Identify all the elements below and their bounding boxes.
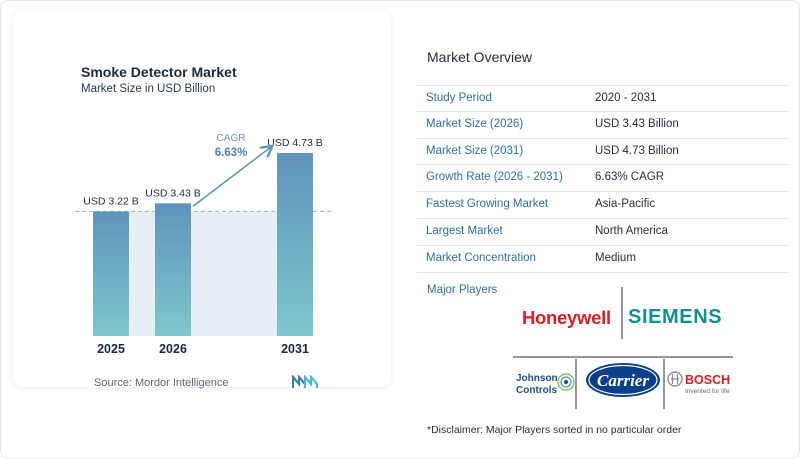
overview-row: Growth Rate (2026 - 2031) 6.63% CAGR	[417, 165, 789, 193]
chart-card: USD 3.22 B 2025 USD 3.43 B 2026 USD 4.73 B 20…	[13, 11, 391, 389]
overview-row: Market Concentration Medium	[417, 246, 789, 273]
overview-row: Study Period 2020 - 2031	[417, 85, 789, 112]
bosch-armature-icon	[667, 371, 683, 387]
category-label-2031: 2031	[281, 342, 309, 356]
overview-label: Market Size (2026)	[426, 117, 524, 130]
overview-row: Market Size (2026) USD 3.43 Billion	[417, 112, 789, 139]
bar-2031	[277, 153, 313, 336]
overview-value: 6.63% CAGR	[595, 171, 665, 184]
honeywell-logo: Honeywell	[522, 307, 611, 328]
major-players-title: Major Players	[427, 284, 498, 296]
bar-2025	[93, 211, 129, 336]
overview-table: Study Period 2020 - 2031 Market Size (20…	[417, 85, 789, 273]
overview-title: Market Overview	[427, 49, 533, 65]
chart-title: Smoke Detector Market	[81, 64, 237, 80]
source-text: Source: Mordor Intelligence	[94, 377, 229, 389]
mordor-logo-icon	[292, 375, 318, 388]
overview-value: USD 3.43 Billion	[595, 117, 679, 130]
controls-text: Controls	[516, 385, 558, 396]
disclaimer-text: *Disclaimer: Major Players sorted in no …	[427, 424, 682, 436]
overview-row: Fastest Growing Market Asia-Pacific	[417, 192, 789, 219]
cagr-label: CAGR	[217, 133, 246, 144]
cagr-value: 6.63%	[215, 147, 248, 159]
bosch-logo: BOSCH Invented for life	[667, 371, 730, 395]
overview-label: Market Concentration	[426, 251, 536, 264]
johnson-text: Johnson	[516, 373, 558, 384]
overview-label: Study Period	[426, 92, 492, 104]
johnson-swirl-icon	[557, 373, 575, 391]
overview-value: Medium	[595, 251, 636, 264]
overview-value: North America	[595, 224, 668, 237]
overview-label: Fastest Growing Market	[426, 198, 549, 211]
overview-label: Largest Market	[426, 224, 503, 237]
overview-label: Growth Rate (2026 - 2031)	[426, 171, 563, 184]
siemens-logo: SIEMENS	[628, 306, 723, 328]
category-label-2026: 2026	[159, 342, 187, 356]
bar-chart: USD 3.22 B 2025 USD 3.43 B 2026 USD 4.73 B 20…	[75, 133, 333, 356]
bosch-text: BOSCH	[685, 373, 730, 387]
overview-row: Largest Market North America	[417, 219, 789, 246]
carrier-logo: Carrier	[586, 363, 660, 397]
value-label-2031: USD 4.73 B	[267, 137, 322, 149]
overview-value: Asia-Pacific	[595, 198, 656, 211]
value-label-2025: USD 3.22 B	[83, 195, 138, 207]
overview-row: Market Size (2031) USD 4.73 Billion	[417, 139, 789, 166]
players-grid	[513, 287, 733, 409]
overview-value: USD 4.73 Billion	[595, 144, 679, 157]
carrier-text: Carrier	[597, 371, 649, 390]
chart-subtitle: Market Size in USD Billion	[81, 83, 216, 95]
bar-2026	[155, 203, 191, 336]
cagr-arrow	[192, 147, 271, 207]
value-label-2026: USD 3.43 B	[145, 187, 200, 199]
johnson-controls-logo: Johnson Controls	[516, 373, 575, 396]
overview-value: 2020 - 2031	[595, 92, 657, 104]
bosch-tagline: Invented for life	[685, 388, 730, 395]
overview-label: Market Size (2031)	[426, 144, 524, 157]
category-label-2025: 2025	[97, 342, 125, 356]
